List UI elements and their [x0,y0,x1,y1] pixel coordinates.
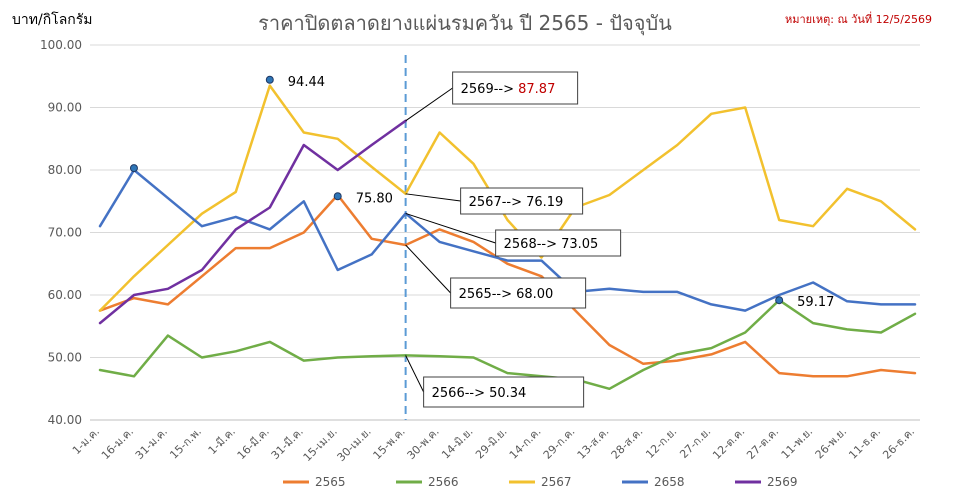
callout-label: 2566--> 50.34 [432,386,527,401]
peak-label: 94.44 [288,75,325,90]
legend-label: 2565 [315,475,346,489]
peak-dot [265,75,274,84]
callout-label: 2568--> 73.05 [504,237,599,252]
x-tick-label: 11-พ.ย. [779,425,816,462]
callout-box [495,229,622,257]
legend-label: 2567 [541,475,572,489]
x-tick-label: 14-มิ.ย. [439,425,476,462]
callout-box [460,187,584,215]
y-tick-label: 80.00 [48,163,82,177]
x-tick-label: 14-ก.ค. [507,425,544,462]
peak-dot [129,164,138,173]
x-tick-label: 26-ธ.ค. [880,425,917,462]
legend-label: 2566 [428,475,459,489]
x-tick-label: 16-มี.ค. [235,425,272,462]
series-line-2565 [98,193,917,378]
legend: 2565 2566 2567 2658 2569 [283,475,798,489]
x-tick-label: 13-ส.ค. [575,425,612,462]
x-tick-label: 15-พ.ค. [371,425,408,462]
x-tick-label: 30-เม.ย. [335,425,374,464]
callout-leader [405,355,425,393]
callout-leader [405,244,451,294]
x-tick-label: 27-ก.ย. [677,425,713,461]
y-tick-label: 90.00 [48,101,82,115]
x-tick-label: 26-พ.ย. [813,425,850,462]
callout-value: 87.87 [518,82,555,97]
x-tick-label: 29-มิ.ย. [473,425,510,462]
chart-title: ราคาปิดตลาดยางแผ่นรมควัน ปี 2565 - ปัจจุ… [258,11,672,36]
legend-label: 2569 [767,475,798,489]
x-tick-label: 1-ม.ค. [70,425,102,457]
x-tick-label: 12-ต.ค. [710,425,747,462]
x-tick-label: 31-มี.ค. [269,425,306,462]
x-axis: 1-ม.ค.16-ม.ค.31-ม.ค.15-ก.พ. 1-มี.ค.16-มี.… [70,425,917,464]
x-tick-label: 16-ม.ค. [99,425,136,462]
peak-label: 59.17 [797,295,834,310]
y-tick-label: 50.00 [48,351,82,365]
y-tick-label: 70.00 [48,226,82,240]
callout-label: 2565--> 68.00 [459,287,554,302]
series-line-2567 [98,84,917,312]
y-unit-label: บาท/กิโลกรัม [12,11,93,28]
x-tick-label: 15-ก.พ. [167,425,204,462]
x-tick-label: 15-เม.ย. [301,425,340,464]
callout-leader [405,193,461,202]
y-tick-label: 40.00 [48,413,82,427]
callout-leader [405,87,453,122]
peak-label: 75.80 [356,191,393,206]
y-tick-label: 60.00 [48,288,82,302]
callout-box [423,376,585,408]
y-axis: 40.00 50.00 60.00 70.00 80.00 90.00 100.00 [40,38,82,427]
callout-box [452,71,579,105]
y-tick-label: 100.00 [40,38,82,52]
x-tick-label: 28-ส.ค. [609,425,646,462]
x-tick-label: 29-ก.ค. [541,425,578,462]
peak-dot [775,296,784,305]
x-tick-label: 30-พ.ค. [405,425,442,462]
callout-label: 2569--> 87.87 [461,82,556,97]
callout-leader [405,212,496,244]
peak-dot [333,192,342,201]
x-tick-label: 27-ต.ค. [744,425,781,462]
series-line-2658 [98,168,917,312]
series-group [98,84,917,391]
legend-label: 2658 [654,475,685,489]
series-line-2569 [98,119,407,325]
note: หมายเหตุ: ณ วันที่ 12/5/2569 [785,11,932,26]
x-tick-label: 1-มี.ค. [206,425,238,457]
x-tick-label: 12-ก.ย. [643,425,679,461]
callouts: 2569--> 87.87 2567--> 76.19 2568--> 73.05 2… [405,71,622,408]
callout-box [450,277,587,309]
callout-label: 2567--> 76.19 [469,195,564,210]
peak-markers: 94.44 75.80 59.17 [129,75,834,310]
x-tick-label: 31-ม.ค. [133,425,170,462]
x-tick-label: 11-ธ.ค. [846,425,883,462]
